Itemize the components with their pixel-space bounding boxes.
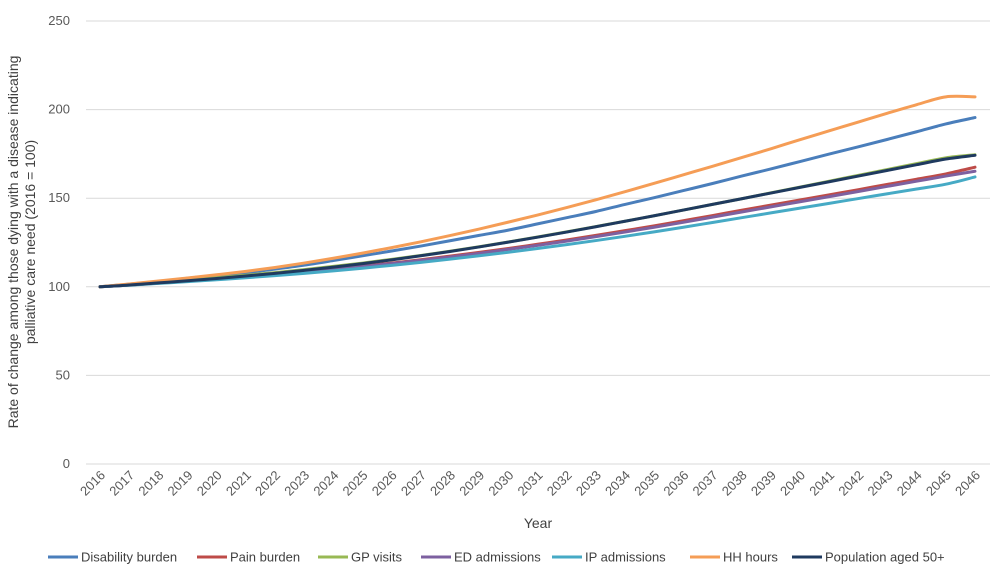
y-tick-label: 250 [48,13,70,28]
y-axis-title-line-2: palliative care need (2016 = 100) [22,140,38,344]
x-tick-label: 2032 [544,468,575,499]
x-tick-label: 2027 [398,468,429,499]
x-tick-label: 2026 [369,468,400,499]
x-tick-label: 2045 [923,468,954,499]
x-tick-labels: 2016201720182019202020212022202320242025… [77,468,983,499]
x-tick-label: 2024 [310,468,341,499]
x-tick-label: 2035 [631,468,662,499]
series-line-6 [98,153,977,289]
legend-label-5: HH hours [723,550,778,565]
x-tick-label: 2041 [806,468,837,499]
series-line-2 [98,153,977,289]
x-tick-label: 2042 [835,468,866,499]
x-tick-label: 2023 [281,468,312,499]
x-tick-label: 2039 [748,468,779,499]
x-tick-label: 2033 [573,468,604,499]
legend-label-6: Population aged 50+ [825,550,945,565]
x-tick-label: 2019 [165,468,196,499]
x-tick-label: 2025 [340,468,371,499]
x-axis-title: Year [524,515,553,531]
y-axis-title-line-1: Rate of change among those dying with a … [5,56,21,429]
x-tick-label: 2031 [515,468,546,499]
series-line-1 [98,165,977,289]
legend: Disability burden Pain burden GP visits ED … [48,550,945,565]
x-tick-label: 2017 [106,468,137,499]
x-tick-label: 2028 [427,468,458,499]
series-lines [98,94,977,289]
x-tick-label: 2044 [894,468,925,499]
legend-label-1: Pain burden [230,550,300,565]
x-tick-label: 2037 [690,468,721,499]
x-tick-label: 2016 [77,468,108,499]
y-tick-label: 150 [48,190,70,205]
x-tick-label: 2029 [456,468,487,499]
x-tick-label: 2040 [777,468,808,499]
x-tick-label: 2022 [252,468,283,499]
gridlines [86,20,990,465]
series-line-4 [98,175,977,289]
x-tick-label: 2043 [865,468,896,499]
legend-label-3: ED admissions [454,550,541,565]
y-tick-label: 50 [56,367,70,382]
legend-label-4: IP admissions [585,550,666,565]
x-tick-label: 2034 [602,468,633,499]
y-tick-label: 0 [63,456,70,471]
y-tick-label: 200 [48,102,70,117]
y-tick-label: 100 [48,279,70,294]
series-line-5 [98,94,977,289]
series-line-3 [98,169,977,289]
x-tick-label: 2018 [135,468,166,499]
x-tick-label: 2021 [223,468,254,499]
legend-label-2: GP visits [351,550,403,565]
x-tick-label: 2030 [485,468,516,499]
x-tick-label: 2036 [660,468,691,499]
x-tick-label: 2046 [952,468,983,499]
y-tick-labels: 0 50 100 150 200 250 [48,13,70,471]
x-tick-label: 2020 [194,468,225,499]
legend-label-0: Disability burden [81,550,177,565]
x-tick-label: 2038 [719,468,750,499]
